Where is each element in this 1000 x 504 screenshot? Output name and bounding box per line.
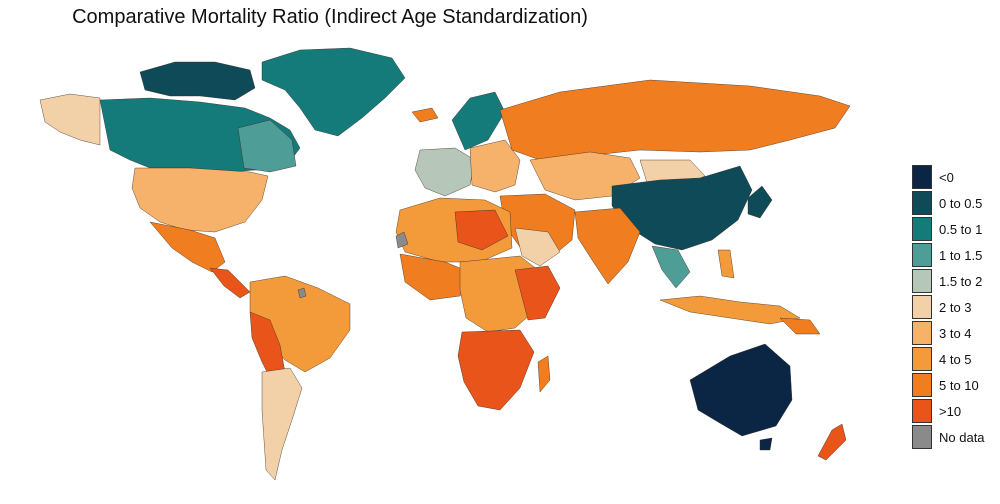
region-new-zealand bbox=[817, 423, 847, 461]
region-east-africa bbox=[514, 265, 561, 321]
legend-item: 0 to 0.5 bbox=[912, 190, 985, 216]
legend-item: 2 to 3 bbox=[912, 294, 985, 320]
legend-item: 1 to 1.5 bbox=[912, 242, 985, 268]
legend-swatch bbox=[912, 217, 932, 241]
legend-label: 2 to 3 bbox=[939, 299, 972, 315]
legend-label: 0.5 to 1 bbox=[939, 221, 983, 237]
legend: <0 0 to 0.5 0.5 to 1 1 to 1.5 1.5 to 2 2… bbox=[912, 164, 985, 450]
region-eastern-europe bbox=[469, 139, 521, 193]
legend-label: 4 to 5 bbox=[939, 351, 972, 367]
region-western-sahara bbox=[395, 231, 409, 249]
region-south-america-south bbox=[261, 367, 303, 481]
legend-label: >10 bbox=[939, 403, 962, 419]
legend-label: <0 bbox=[939, 169, 954, 185]
legend-swatch bbox=[912, 425, 932, 449]
region-canada-arctic bbox=[139, 61, 256, 101]
region-south-asia bbox=[574, 207, 641, 285]
legend-swatch bbox=[912, 269, 932, 293]
legend-item: <0 bbox=[912, 164, 985, 190]
region-arabia bbox=[514, 227, 561, 267]
region-southern-africa bbox=[457, 329, 535, 411]
legend-label: 5 to 10 bbox=[939, 377, 979, 393]
legend-item: 5 to 10 bbox=[912, 372, 985, 398]
region-scandinavia bbox=[451, 91, 506, 151]
region-philippines bbox=[717, 249, 735, 279]
region-tasmania bbox=[759, 437, 773, 451]
region-papua-new-guinea bbox=[779, 317, 821, 335]
legend-label: 0 to 0.5 bbox=[939, 195, 983, 211]
region-southeast-asia bbox=[651, 245, 691, 289]
legend-swatch bbox=[912, 399, 932, 423]
map-title: Comparative Mortality Ratio (Indirect Ag… bbox=[72, 6, 588, 28]
legend-swatch bbox=[912, 165, 932, 189]
region-russia bbox=[499, 79, 851, 161]
legend-swatch bbox=[912, 191, 932, 215]
region-french-guiana bbox=[297, 287, 307, 299]
region-mexico bbox=[149, 221, 226, 273]
region-alaska bbox=[39, 93, 101, 146]
world-map bbox=[39, 47, 851, 481]
region-western-europe bbox=[414, 147, 476, 197]
legend-label: 1.5 to 2 bbox=[939, 273, 983, 289]
legend-item: 1.5 to 2 bbox=[912, 268, 985, 294]
region-west-africa bbox=[399, 253, 471, 301]
legend-swatch bbox=[912, 243, 932, 267]
legend-label: 3 to 4 bbox=[939, 325, 972, 341]
region-libya-egypt bbox=[454, 209, 509, 251]
region-australia bbox=[689, 343, 793, 437]
region-usa bbox=[131, 167, 269, 233]
region-central-america bbox=[209, 267, 251, 299]
region-japan bbox=[747, 185, 773, 219]
region-indonesia bbox=[659, 295, 801, 325]
legend-item: 4 to 5 bbox=[912, 346, 985, 372]
region-greenland bbox=[261, 47, 406, 137]
region-east-canada bbox=[237, 119, 297, 173]
region-madagascar bbox=[537, 355, 551, 393]
legend-label: 1 to 1.5 bbox=[939, 247, 983, 263]
legend-item: 0.5 to 1 bbox=[912, 216, 985, 242]
legend-swatch bbox=[912, 321, 932, 345]
legend-item: 3 to 4 bbox=[912, 320, 985, 346]
region-iceland bbox=[411, 107, 439, 123]
legend-swatch bbox=[912, 295, 932, 319]
legend-swatch bbox=[912, 347, 932, 371]
legend-swatch bbox=[912, 373, 932, 397]
legend-item: No data bbox=[912, 424, 985, 450]
legend-item: >10 bbox=[912, 398, 985, 424]
legend-label: No data bbox=[939, 429, 985, 445]
